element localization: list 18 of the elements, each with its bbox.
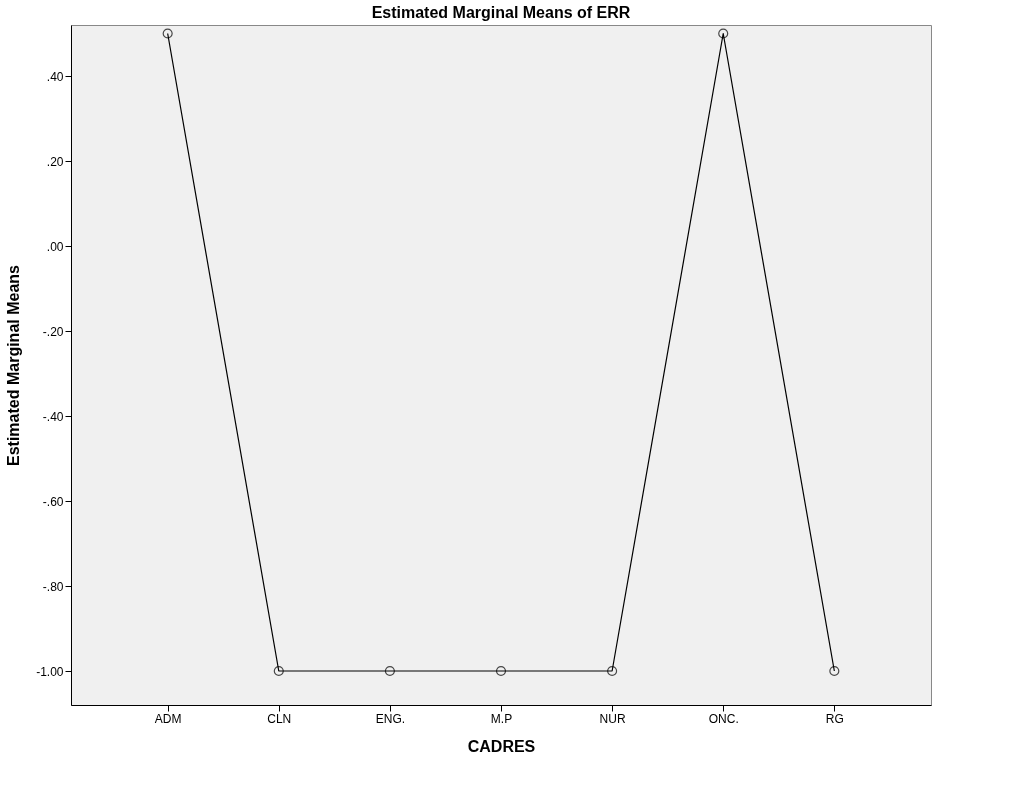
- x-tick-label: RG: [825, 711, 844, 726]
- y-tick-label: -1.00: [36, 664, 64, 679]
- y-tick-label: -.60: [42, 494, 64, 509]
- x-tick-label: NUR: [599, 711, 626, 726]
- x-tick-label: ONC.: [708, 711, 739, 726]
- x-tick-label: CLN: [267, 711, 292, 726]
- x-tick-label: M.P: [490, 711, 513, 726]
- x-tick-label: ADM: [154, 711, 182, 726]
- y-axis-title: Estimated Marginal Means: [5, 264, 23, 466]
- y-tick-label: .00: [46, 239, 64, 254]
- x-tick-label: ENG.: [375, 711, 406, 726]
- x-axis-title: CADRES: [467, 737, 536, 755]
- y-tick-label: -.80: [42, 579, 64, 594]
- y-tick-label: .40: [46, 69, 64, 84]
- chart-title: Estimated Marginal Means of ERR: [371, 4, 631, 21]
- y-tick-label: .20: [46, 154, 64, 169]
- y-tick-label: -.40: [42, 409, 64, 424]
- y-tick-label: -.20: [42, 324, 64, 339]
